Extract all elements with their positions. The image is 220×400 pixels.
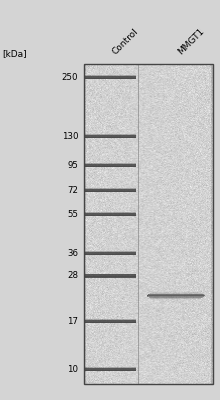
Bar	[151, 291, 200, 292]
Bar	[84, 75, 136, 76]
Bar	[84, 166, 136, 167]
Bar	[84, 163, 136, 164]
Bar	[147, 295, 204, 296]
Text: 72: 72	[67, 186, 78, 195]
Bar	[84, 368, 136, 371]
Bar	[84, 370, 136, 371]
Bar	[151, 300, 200, 301]
Bar	[84, 276, 136, 277]
Bar	[147, 295, 205, 296]
Bar	[84, 215, 136, 216]
Text: 10: 10	[67, 365, 78, 374]
Bar	[84, 319, 136, 320]
Bar	[151, 301, 200, 302]
Bar	[150, 293, 202, 294]
Bar	[84, 137, 136, 138]
Bar	[150, 293, 201, 294]
Bar	[147, 296, 204, 297]
Bar	[151, 298, 201, 299]
Bar	[148, 294, 204, 295]
Bar	[151, 299, 200, 300]
Bar	[151, 299, 200, 300]
Bar	[84, 164, 136, 167]
Text: 95: 95	[67, 161, 78, 170]
Bar	[84, 134, 136, 135]
Bar	[84, 189, 136, 192]
Text: 250: 250	[62, 73, 78, 82]
Bar	[149, 297, 203, 298]
Bar	[84, 251, 136, 252]
Text: 130: 130	[62, 132, 78, 141]
Bar	[151, 290, 200, 291]
Bar	[84, 188, 136, 189]
Bar	[84, 135, 136, 138]
Bar	[151, 301, 200, 302]
Bar	[84, 320, 136, 323]
Text: 55: 55	[67, 210, 78, 219]
Bar	[151, 290, 200, 291]
Bar	[84, 64, 213, 384]
Bar	[151, 300, 200, 301]
Bar	[148, 294, 203, 295]
Bar	[84, 274, 136, 278]
Text: [kDa]: [kDa]	[2, 49, 27, 58]
Bar	[148, 296, 204, 297]
Text: 28: 28	[67, 272, 78, 280]
Text: MMGT1: MMGT1	[176, 26, 206, 56]
Text: 17: 17	[67, 317, 78, 326]
Bar	[151, 292, 201, 293]
Bar	[84, 322, 136, 323]
Bar	[84, 213, 136, 216]
Bar	[84, 78, 136, 79]
Text: 36: 36	[67, 249, 78, 258]
Text: Control: Control	[111, 26, 140, 56]
Bar	[84, 76, 136, 79]
Bar	[84, 191, 136, 192]
Bar	[84, 212, 136, 213]
Bar	[84, 367, 136, 368]
Bar	[84, 252, 136, 255]
